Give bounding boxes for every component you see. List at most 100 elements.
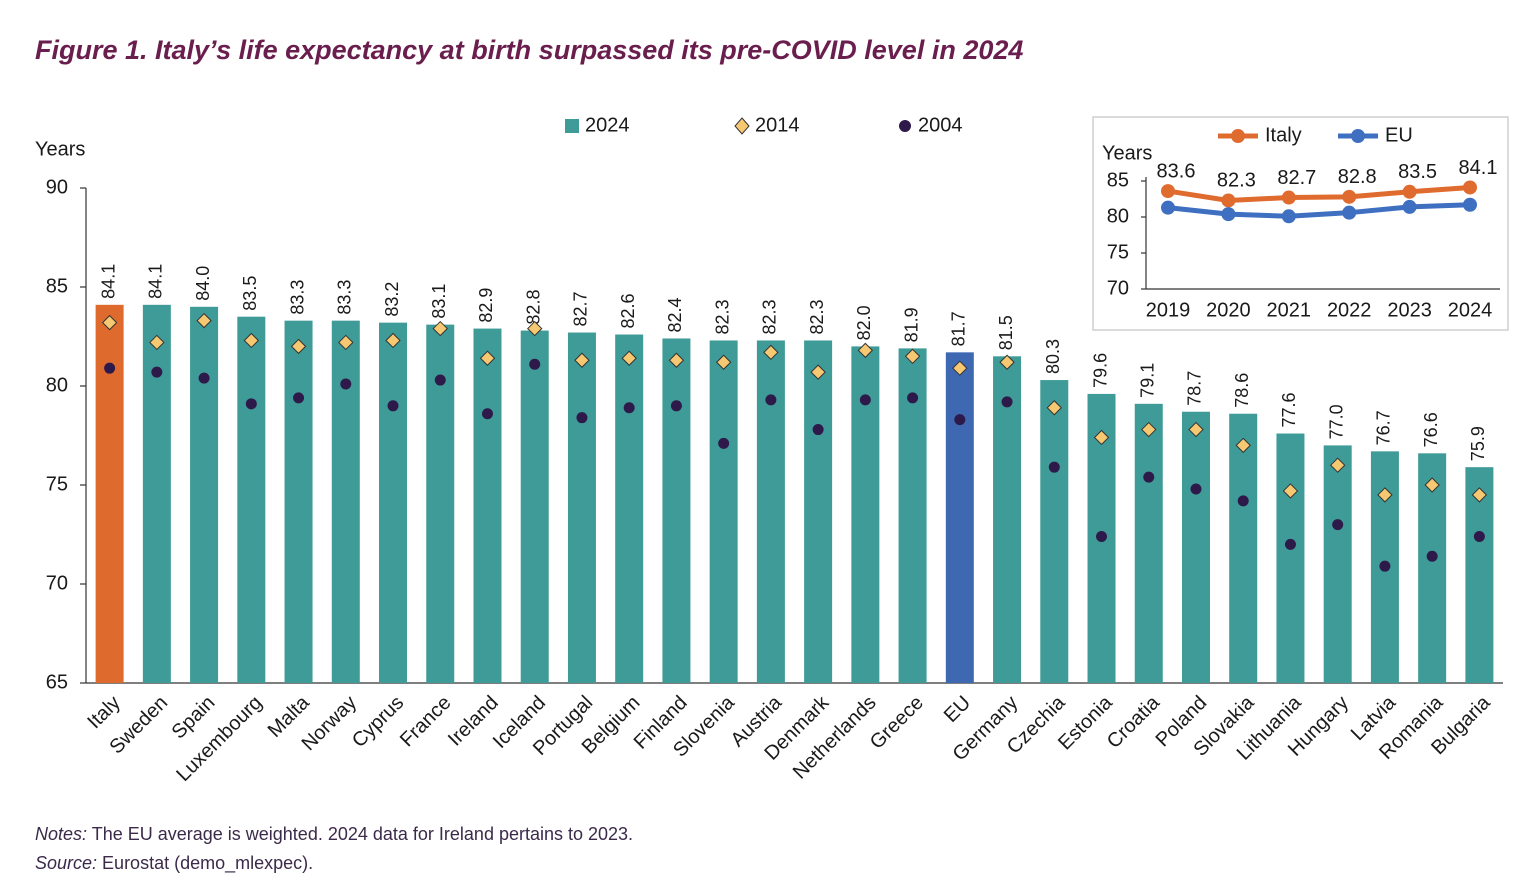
x-tick-label: France: [396, 692, 456, 752]
marker-dot: [1001, 396, 1013, 408]
source-text: Eurostat (demo_mlexpec).: [97, 853, 313, 874]
marker-dot: [1096, 530, 1108, 542]
line-point: [1342, 189, 1357, 204]
inset-x-tick-label: 2022: [1327, 299, 1372, 321]
marker-diamond: [196, 312, 212, 329]
value-label: 83.3: [287, 280, 307, 315]
marker-diamond: [1377, 487, 1393, 503]
y-tick-label: 80: [46, 374, 68, 396]
value-label: 81.5: [996, 315, 1016, 350]
marker-dot: [576, 412, 588, 424]
marker-dot: [104, 362, 116, 374]
value-label: 78.6: [1232, 373, 1252, 408]
marker-dot: [718, 437, 730, 449]
x-tick-label: Italy: [83, 692, 124, 733]
marker-diamond: [904, 348, 921, 365]
marker-diamond: [857, 342, 874, 359]
value-label: 79.6: [1090, 353, 1110, 388]
legend-marker: [1351, 129, 1365, 143]
marker-diamond: [952, 360, 968, 376]
inset-x-tick-label: 2020: [1206, 299, 1251, 321]
value-label: 83.6: [1157, 160, 1196, 182]
marker-dot: [812, 424, 824, 436]
value-label: 80.3: [1043, 339, 1063, 374]
bar: [95, 304, 124, 683]
value-label: 82.3: [712, 299, 732, 334]
marker-diamond: [715, 354, 732, 370]
value-label: 79.1: [1138, 363, 1158, 398]
bar: [473, 328, 502, 683]
legend-swatch: [899, 120, 911, 132]
marker-dot: [1473, 530, 1485, 542]
bar: [142, 304, 171, 683]
bar: [756, 340, 785, 683]
marker-diamond: [668, 352, 685, 368]
line-point: [1463, 180, 1477, 195]
value-label: 77.6: [1279, 392, 1299, 427]
bar: [520, 330, 549, 683]
line-point: [1402, 184, 1417, 199]
y-tick-label: 70: [46, 572, 68, 594]
bar: [1040, 380, 1069, 683]
marker-dot: [765, 394, 777, 406]
line-point: [1161, 200, 1175, 215]
marker-diamond: [1329, 457, 1346, 473]
legend-label: 2014: [755, 114, 800, 136]
marker-diamond: [1471, 487, 1488, 503]
marker-diamond: [574, 352, 590, 368]
value-label: 83.5: [240, 276, 260, 311]
line-point: [1221, 193, 1236, 208]
marker-dot: [481, 408, 493, 420]
inset-y-tick-label: 80: [1107, 205, 1129, 227]
inset-x-tick-label: 2021: [1267, 299, 1312, 321]
inset-frame: [1092, 116, 1509, 331]
notes-text: The EU average is weighted. 2024 data fo…: [87, 824, 633, 844]
legend-label: 2004: [918, 114, 963, 136]
bar: [1323, 445, 1352, 683]
marker-dot: [198, 372, 210, 384]
bar: [1276, 433, 1305, 683]
y-tick-label: 75: [46, 473, 68, 495]
bar: [804, 340, 833, 683]
inset-x-tick-label: 2024: [1448, 299, 1493, 321]
value-label: 81.9: [901, 307, 921, 342]
marker-dot: [151, 366, 163, 378]
line-point: [1342, 205, 1357, 220]
source: Source: Eurostat (demo_mlexpec).: [35, 853, 313, 874]
marker-diamond: [290, 338, 307, 355]
marker-diamond: [243, 332, 260, 349]
bar: [567, 332, 596, 683]
bar: [1229, 413, 1258, 683]
marker-dot: [293, 392, 305, 404]
x-tick-label: Croatia: [1103, 691, 1165, 753]
value-label: 82.4: [665, 297, 685, 332]
marker-dot: [529, 358, 541, 370]
bar: [709, 340, 738, 683]
marker-dot: [434, 374, 446, 386]
value-label: 76.6: [1421, 412, 1441, 447]
bar: [993, 356, 1022, 683]
value-label: 83.1: [429, 284, 449, 319]
notes-label: Notes:: [35, 824, 87, 844]
marker-dot: [1143, 471, 1155, 483]
legend-swatch: [565, 119, 579, 133]
value-label: 84.1: [146, 264, 166, 299]
value-label: 82.3: [760, 299, 780, 334]
source-label: Source:: [35, 853, 97, 873]
marker-diamond: [1424, 477, 1440, 493]
value-label: 82.3: [807, 299, 827, 334]
value-label: 82.3: [1217, 170, 1256, 192]
value-label: 82.0: [854, 305, 874, 340]
value-label: 82.7: [571, 291, 591, 326]
line: [1167, 184, 1471, 203]
marker-diamond: [1141, 421, 1157, 438]
marker-dot: [340, 378, 352, 390]
value-label: 82.8: [1338, 166, 1377, 188]
line-point: [1161, 184, 1175, 199]
marker-dot: [907, 392, 919, 404]
marker-dot: [670, 400, 682, 412]
legend-marker: [1231, 129, 1245, 143]
value-label: 83.5: [1398, 161, 1437, 183]
bar: [237, 316, 266, 683]
marker-dot: [245, 398, 257, 410]
